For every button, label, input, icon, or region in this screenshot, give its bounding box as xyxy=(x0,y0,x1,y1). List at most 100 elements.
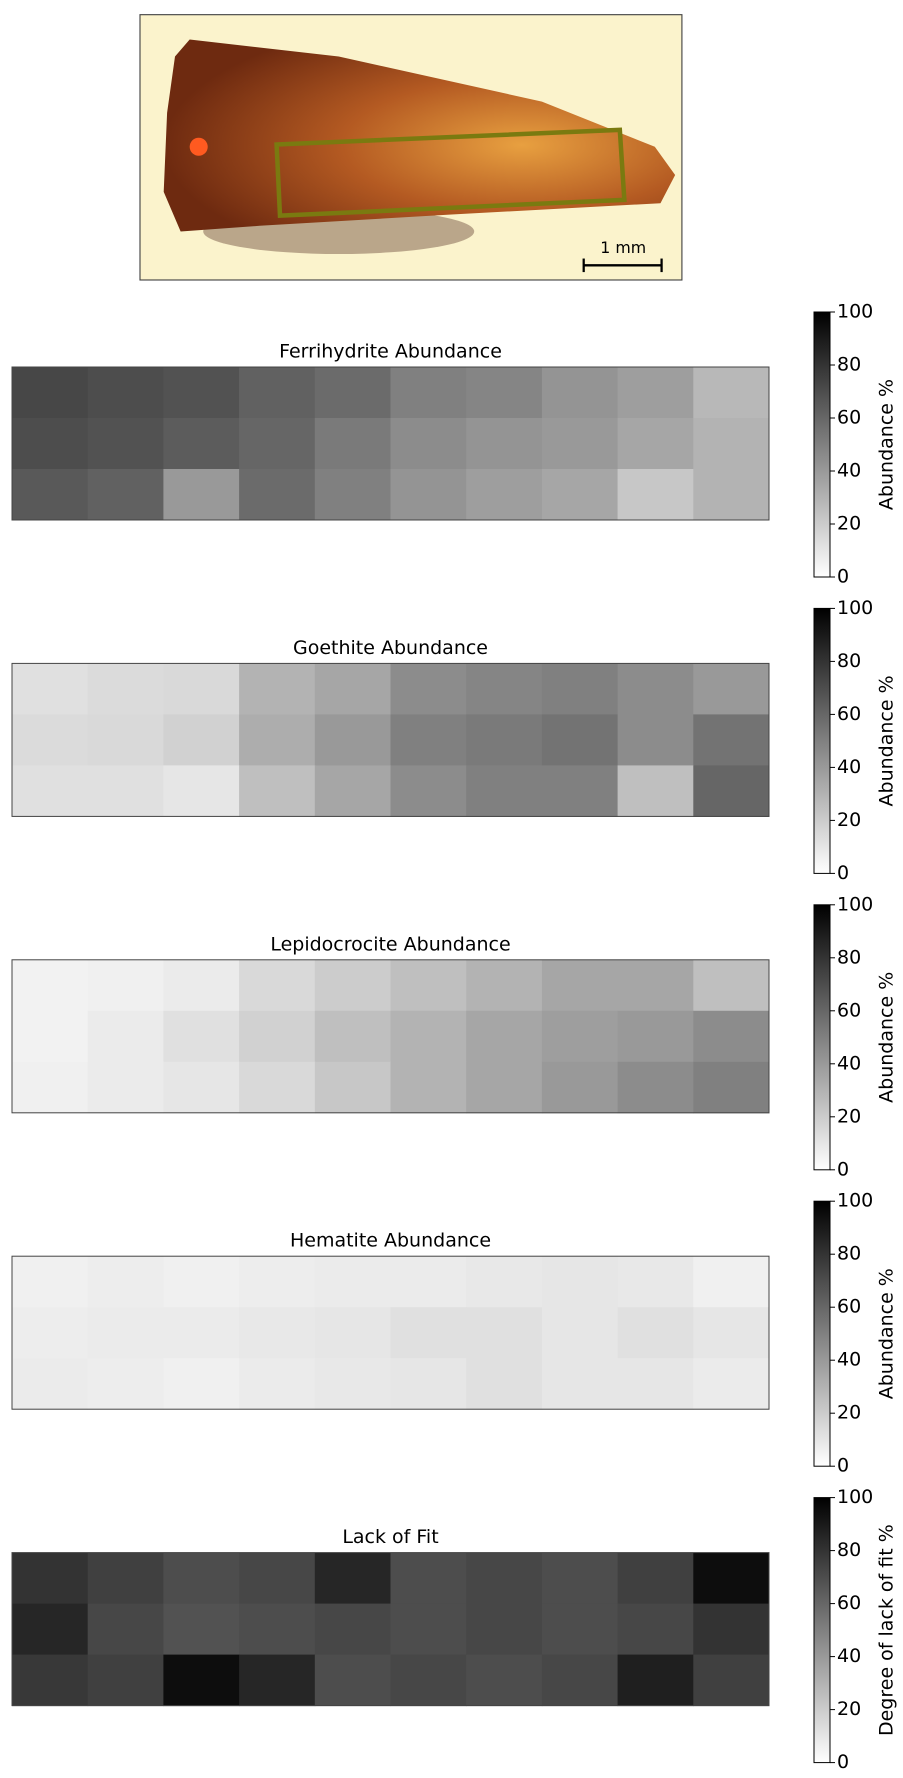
colorbar-tick-label: 20 xyxy=(837,1402,861,1424)
heatmap-cell xyxy=(617,714,694,766)
heatmap-cell xyxy=(693,765,770,817)
heatmap-cell xyxy=(693,1256,770,1308)
heatmap-cell xyxy=(163,1654,240,1707)
heatmap-cell xyxy=(617,418,694,470)
heatmap-cell xyxy=(87,469,164,521)
heatmap-cell xyxy=(87,714,164,766)
colorbar-tick-label: 0 xyxy=(837,1455,849,1477)
colorbar-tick-label: 0 xyxy=(837,862,849,884)
heatmap-cell xyxy=(693,1552,770,1605)
heatmap-cell xyxy=(87,1603,164,1656)
heatmap-cell xyxy=(12,1061,89,1114)
heatmap-cell xyxy=(693,714,770,766)
heatmap-cell xyxy=(466,1256,543,1308)
spot xyxy=(189,137,208,156)
heatmap-cell xyxy=(617,663,694,715)
heatmap-cell xyxy=(617,469,694,521)
colorbar xyxy=(813,1497,831,1764)
heatmap-cell xyxy=(87,1307,164,1359)
heatmap-cell xyxy=(239,367,316,419)
heatmap-cell xyxy=(163,1256,240,1308)
colorbar-label: Abundance % xyxy=(876,675,898,806)
heatmap-cell xyxy=(87,367,164,419)
colorbar-tick-label: 60 xyxy=(837,703,861,725)
heatmap-cell xyxy=(693,367,770,419)
colorbar-tick-label: 100 xyxy=(837,1190,873,1212)
heatmap-cell xyxy=(390,1358,467,1410)
heatmap-cell xyxy=(314,1061,391,1114)
heatmap-cell xyxy=(314,1307,391,1359)
colorbar-tick-label: 40 xyxy=(837,460,861,482)
heatmap-cell xyxy=(541,1061,619,1114)
heatmap-cell xyxy=(466,1307,543,1359)
heatmap-cell xyxy=(541,367,619,419)
heatmap-cell xyxy=(314,1256,391,1308)
heatmap-cell xyxy=(693,418,770,470)
region-box xyxy=(274,127,627,218)
colorbar-tick-label: 20 xyxy=(837,1698,861,1720)
heatmap-cell xyxy=(390,469,467,521)
heatmap-cell xyxy=(163,1552,240,1605)
colorbar-tick-label: 0 xyxy=(837,1751,849,1773)
heatmap-cell xyxy=(163,469,240,521)
heatmap-cell xyxy=(87,1552,164,1605)
heatmap-cell xyxy=(693,469,770,521)
heatmap-cell xyxy=(390,959,467,1012)
heatmap-cell xyxy=(239,1552,316,1605)
colorbar-tick-label: 60 xyxy=(837,999,861,1021)
heatmap-cell xyxy=(87,1061,164,1114)
colorbar-tick-label: 20 xyxy=(837,809,861,831)
heatmap-cell xyxy=(693,1603,770,1656)
heatmap-cell xyxy=(541,1307,619,1359)
colorbar-label: Abundance % xyxy=(876,1268,898,1399)
heatmap-cell xyxy=(541,1603,619,1656)
heatmap-cell xyxy=(314,959,391,1012)
heatmap-cell xyxy=(541,418,619,470)
colorbar-tick-label: 40 xyxy=(837,756,861,778)
heatmap-cell xyxy=(466,1654,543,1707)
heatmap-cell xyxy=(239,663,316,715)
colorbar xyxy=(813,607,831,874)
panel-title: Lack of Fit xyxy=(342,1526,438,1548)
colorbar-tick-label: 60 xyxy=(837,407,861,429)
heatmap-cell xyxy=(466,469,543,521)
panel-title: Lepidocrocite Abundance xyxy=(270,933,510,955)
heatmap-cell xyxy=(617,1061,694,1114)
heatmap-cell xyxy=(390,1654,467,1707)
heatmap-cell xyxy=(12,1307,89,1359)
heatmap-cell xyxy=(541,1010,619,1063)
heatmap-cell xyxy=(541,714,619,766)
heatmap-cell xyxy=(466,959,543,1012)
heatmap-cell xyxy=(390,1552,467,1605)
scale-label: 1 mm xyxy=(600,238,646,257)
heatmap-cell xyxy=(693,663,770,715)
heatmap-cell xyxy=(390,714,467,766)
heatmap-cell xyxy=(12,1654,89,1707)
heatmap-cell xyxy=(12,765,89,817)
heatmap-cell xyxy=(390,1307,467,1359)
heatmap-cell xyxy=(314,469,391,521)
colorbar-label: Abundance % xyxy=(876,379,898,510)
colorbar-tick-label: 100 xyxy=(837,1486,873,1508)
heatmap-cell xyxy=(693,959,770,1012)
colorbar-tick-label: 80 xyxy=(837,650,861,672)
heatmap-cell xyxy=(314,714,391,766)
heatmap-cell xyxy=(390,1603,467,1656)
heatmap-cell xyxy=(617,1307,694,1359)
heatmap-cell xyxy=(617,959,694,1012)
heatmap-cell xyxy=(617,1552,694,1605)
heatmap-cell xyxy=(163,1307,240,1359)
heatmap-cell xyxy=(239,1603,316,1656)
heatmap-cell xyxy=(466,367,543,419)
heatmap-cell xyxy=(163,1010,240,1063)
heatmap-cell xyxy=(541,469,619,521)
heatmap-cell xyxy=(12,1010,89,1063)
heatmap-cell xyxy=(466,1358,543,1410)
heatmap-cell xyxy=(466,663,543,715)
heatmap-cell xyxy=(239,1010,316,1063)
heatmap-cell xyxy=(466,1552,543,1605)
heatmap-cell xyxy=(163,418,240,470)
heatmap-cell xyxy=(163,367,240,419)
heatmap-cell xyxy=(390,367,467,419)
heatmap-cell xyxy=(12,1552,89,1605)
